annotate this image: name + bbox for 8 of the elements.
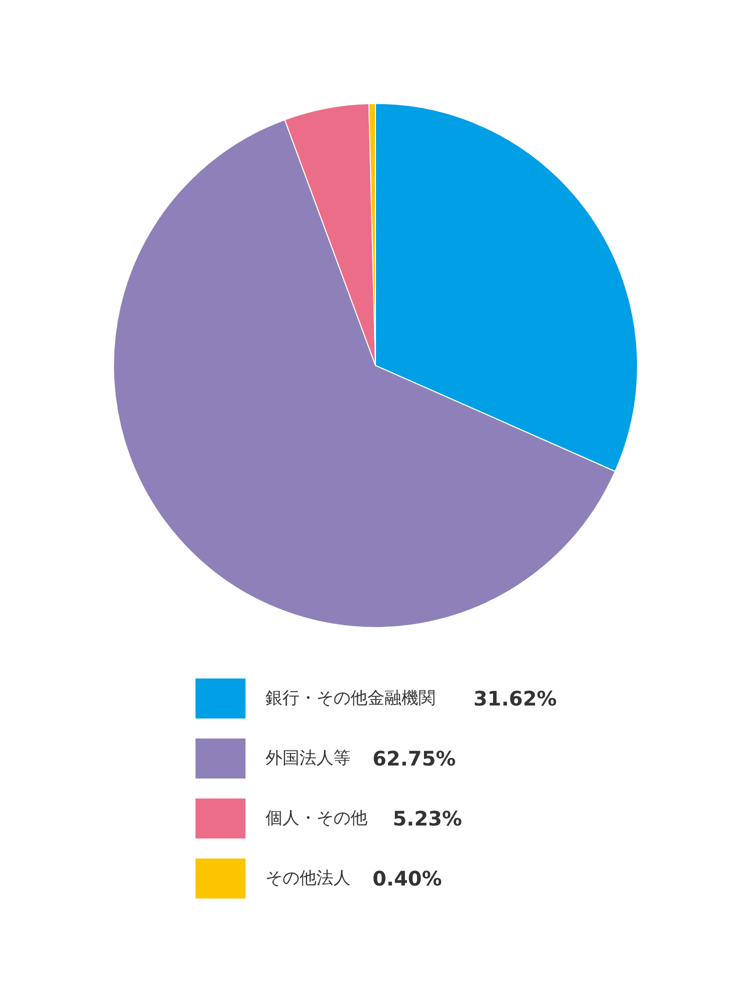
- legend-label: 外国法人等: [266, 748, 350, 768]
- data-label: 62.75%: [372, 746, 456, 770]
- data-label: 5.23%: [392, 806, 462, 830]
- legend-label: 個人・その他: [266, 808, 368, 828]
- data-label: 31.62%: [474, 686, 557, 710]
- legend-label: その他法人: [266, 868, 350, 888]
- legend-label: 銀行・その他金融機関: [266, 688, 436, 708]
- data-label: 0.40%: [372, 866, 442, 890]
